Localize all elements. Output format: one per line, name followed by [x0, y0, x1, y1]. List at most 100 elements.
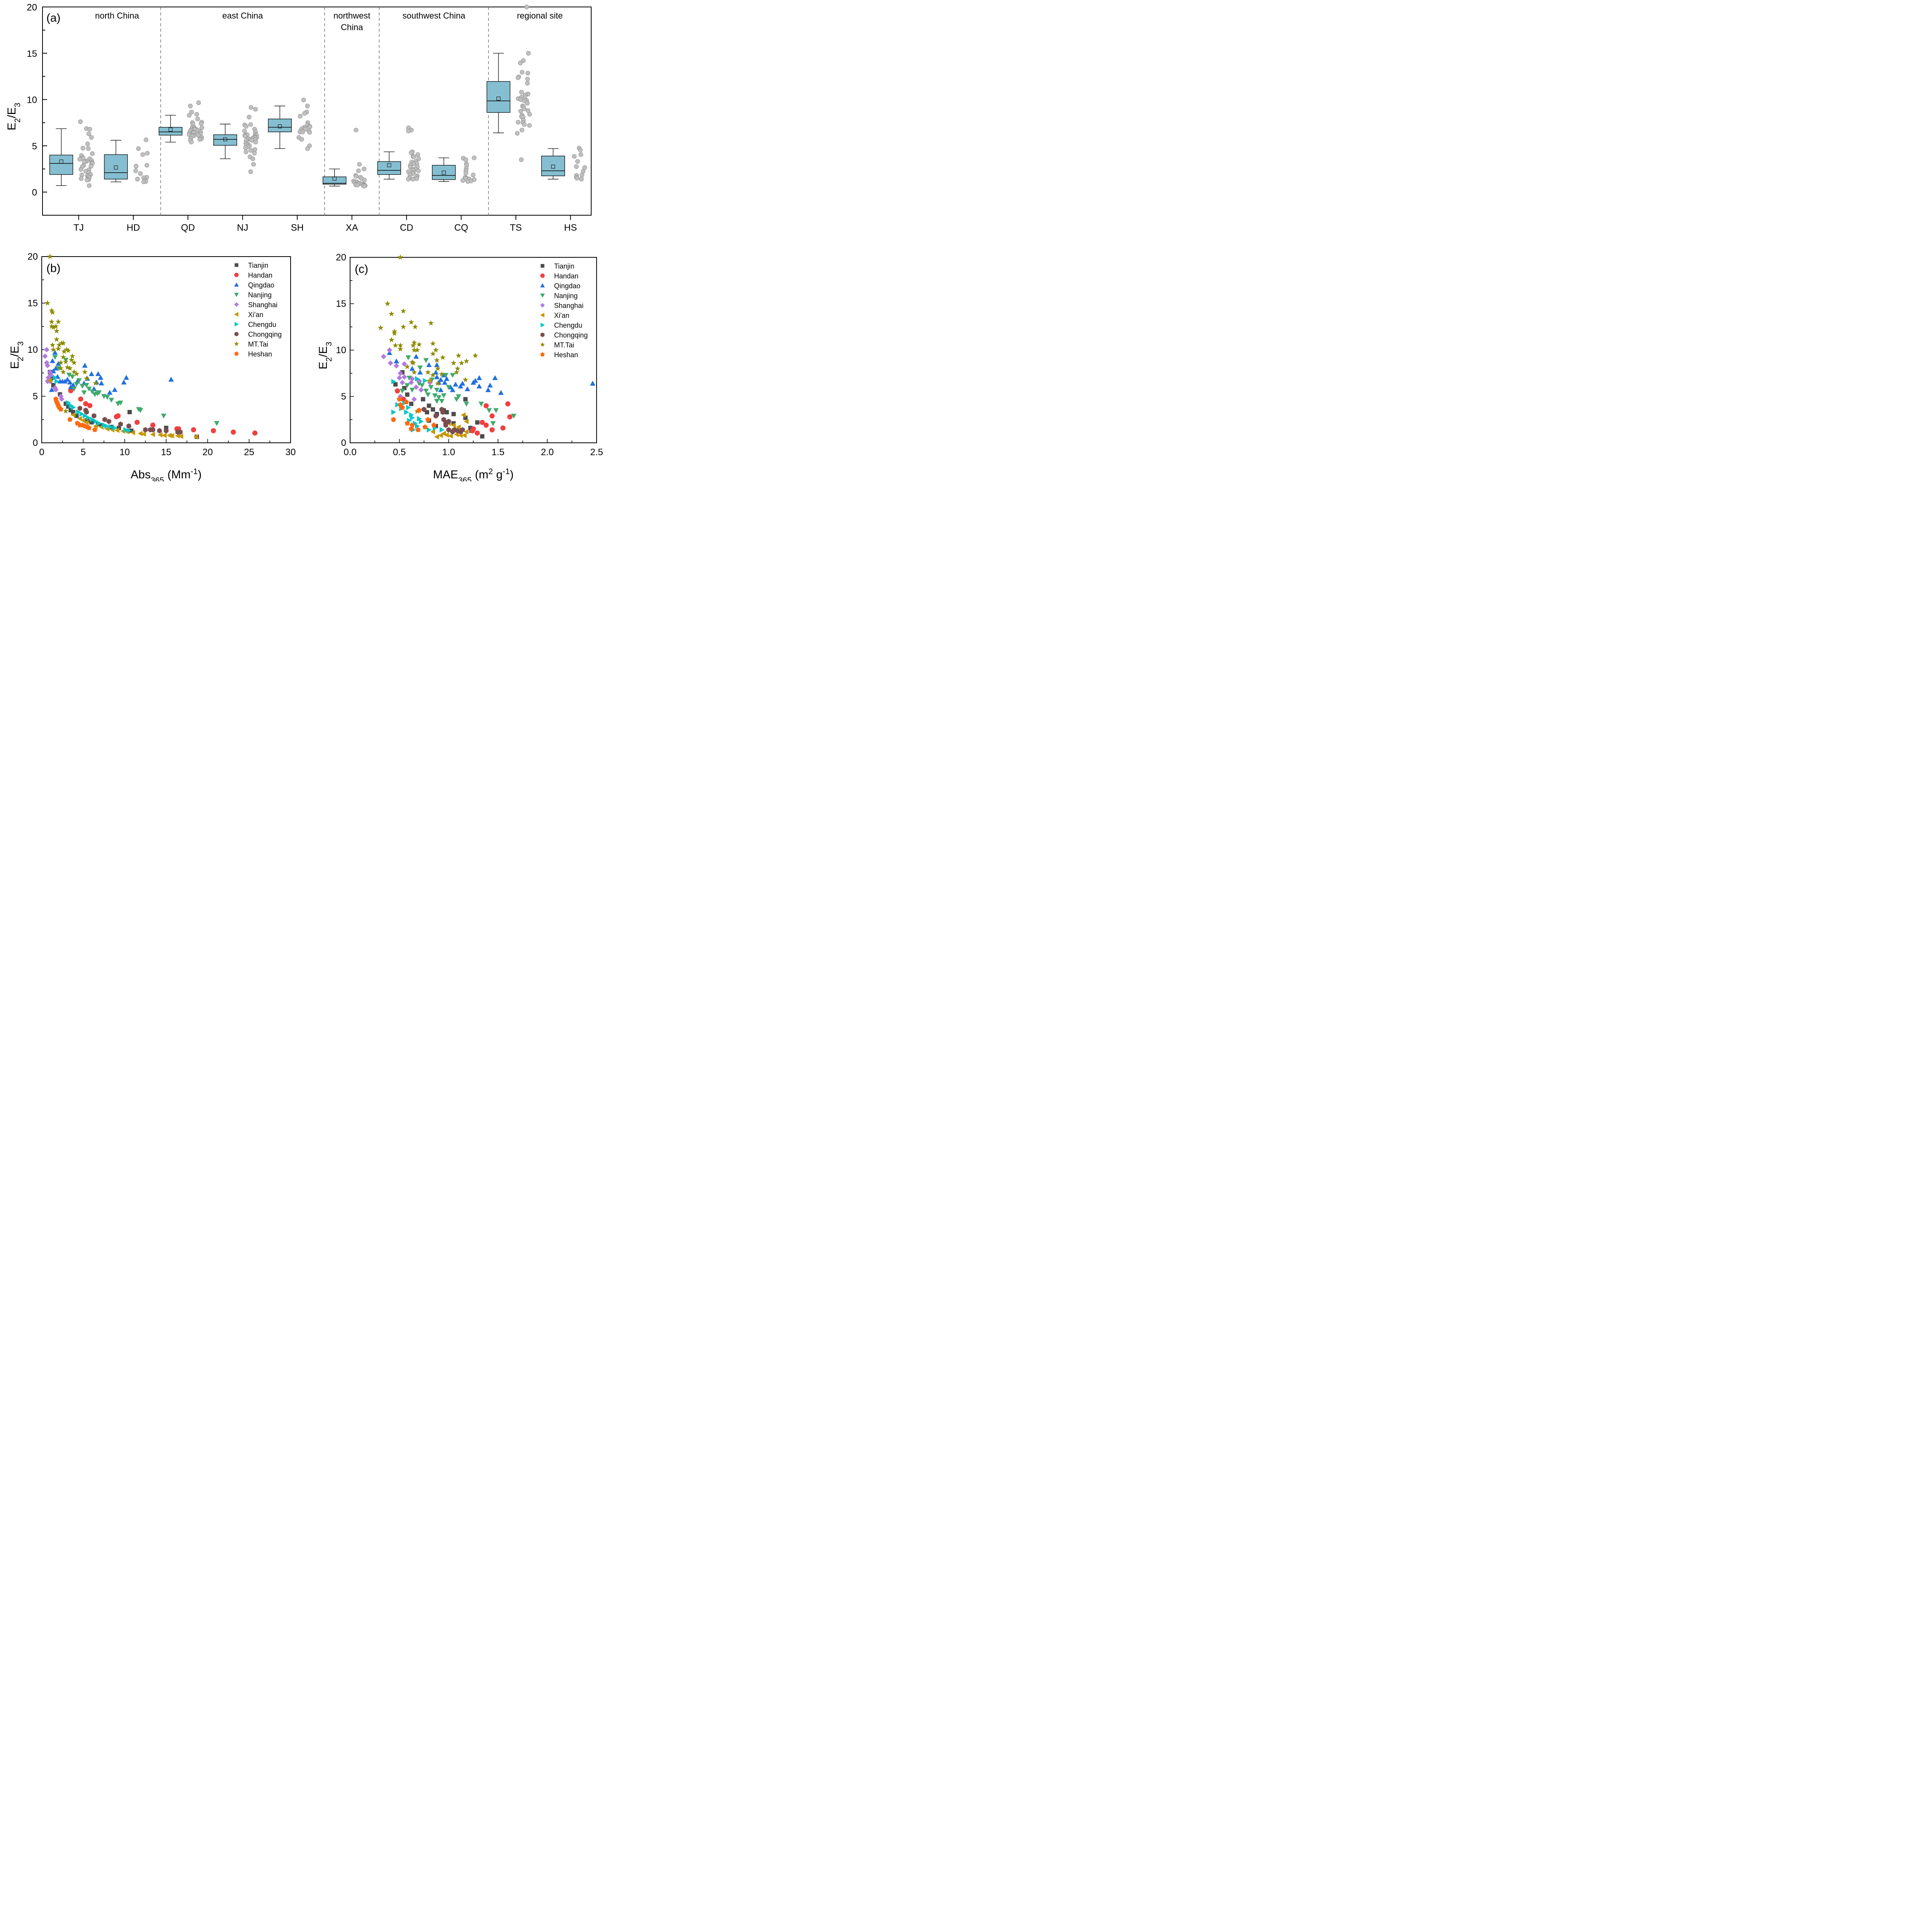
data-point	[68, 388, 73, 393]
x-tick-label: 30	[286, 447, 296, 457]
x-tick-label: 15	[161, 447, 172, 457]
data-point	[194, 112, 199, 117]
data-point	[65, 347, 71, 353]
data-point	[522, 106, 527, 111]
data-point	[489, 413, 495, 419]
panel-c-legend: Tianjin Handan Qingdao Nanjing Shanghai Xi'an…	[540, 262, 588, 359]
legend-marker	[540, 273, 545, 278]
data-point	[579, 177, 584, 182]
data-point	[480, 434, 485, 439]
panel-b-label: (b)	[46, 262, 61, 275]
data-point	[518, 61, 523, 65]
data-point	[253, 107, 258, 112]
data-point	[411, 369, 417, 375]
data-point	[77, 416, 82, 422]
data-point	[58, 365, 64, 371]
data-point	[446, 427, 451, 433]
data-point	[439, 427, 445, 433]
panel-c-y-axis-title: E2/E3	[317, 342, 333, 369]
data-point	[460, 178, 465, 183]
data-point	[409, 359, 415, 365]
data-point	[49, 319, 55, 324]
data-point	[406, 129, 411, 133]
data-point	[416, 341, 422, 347]
data-point	[299, 137, 304, 142]
data-point	[391, 409, 396, 415]
y-tick-label: 5	[341, 391, 346, 402]
data-point	[450, 387, 456, 392]
figure: north China east China northwest China south…	[5, 2, 603, 481]
data-point	[515, 131, 520, 136]
x-tick-label: NJ	[237, 223, 248, 233]
data-point	[96, 390, 102, 395]
box-TJ	[49, 119, 95, 188]
data-point	[78, 119, 83, 124]
data-point	[474, 430, 480, 436]
data-point	[423, 358, 429, 363]
data-point	[52, 355, 58, 360]
data-point	[444, 376, 450, 381]
legend-label: Shanghai	[248, 301, 277, 309]
data-point	[397, 346, 403, 352]
data-point	[79, 176, 83, 181]
legend-item: Handan	[234, 272, 272, 279]
data-point	[415, 376, 420, 382]
series-mttai	[44, 253, 99, 414]
legend-label: Xi'an	[554, 312, 569, 320]
data-point	[413, 384, 419, 390]
data-point	[454, 366, 461, 371]
data-point	[463, 157, 468, 162]
data-point	[141, 431, 146, 437]
data-point	[438, 377, 444, 382]
data-point	[486, 408, 492, 413]
data-point	[86, 386, 92, 392]
data-point	[86, 415, 91, 420]
data-point	[70, 412, 76, 418]
data-point	[400, 380, 405, 385]
box-QD	[158, 100, 204, 145]
data-point	[526, 71, 530, 76]
data-point	[354, 128, 359, 133]
y-tick-label: 20	[336, 252, 346, 263]
data-point	[42, 353, 48, 359]
data-point	[144, 137, 148, 142]
data-point	[52, 350, 58, 355]
data-point	[83, 419, 89, 425]
data-point	[427, 403, 431, 408]
data-point	[456, 394, 461, 399]
data-point	[522, 122, 527, 127]
data-point	[405, 383, 410, 388]
data-point	[298, 114, 303, 119]
x-tick-label: 25	[244, 447, 254, 457]
data-point	[307, 130, 312, 135]
data-point	[459, 360, 464, 366]
panel-c-label: (c)	[355, 263, 368, 276]
data-point	[157, 432, 163, 438]
region-label: southwest China	[403, 11, 466, 20]
data-point	[387, 347, 393, 353]
data-point	[430, 350, 436, 356]
legend-item: Heshan	[540, 351, 578, 359]
series-chongqing	[77, 405, 183, 435]
data-point	[143, 427, 148, 433]
data-point	[89, 389, 95, 395]
data-point	[434, 388, 440, 393]
legend-label: Handan	[248, 272, 272, 279]
data-point	[45, 362, 51, 368]
y-tick-label: 5	[32, 141, 37, 151]
data-point	[362, 167, 367, 172]
mean-marker	[114, 165, 118, 170]
data-point	[135, 177, 140, 182]
legend-label: Heshan	[248, 350, 272, 358]
data-point	[161, 413, 167, 419]
data-point	[409, 366, 415, 371]
legend-marker	[234, 272, 239, 277]
x-tick-label: HD	[127, 223, 140, 233]
region-label: regional site	[517, 11, 563, 20]
legend-label: Chengdu	[248, 321, 276, 328]
data-point	[82, 369, 88, 375]
panel-a-plot-frame	[42, 7, 592, 216]
data-point	[59, 396, 65, 402]
data-point	[406, 376, 412, 381]
x-tick-label: HS	[564, 223, 577, 233]
